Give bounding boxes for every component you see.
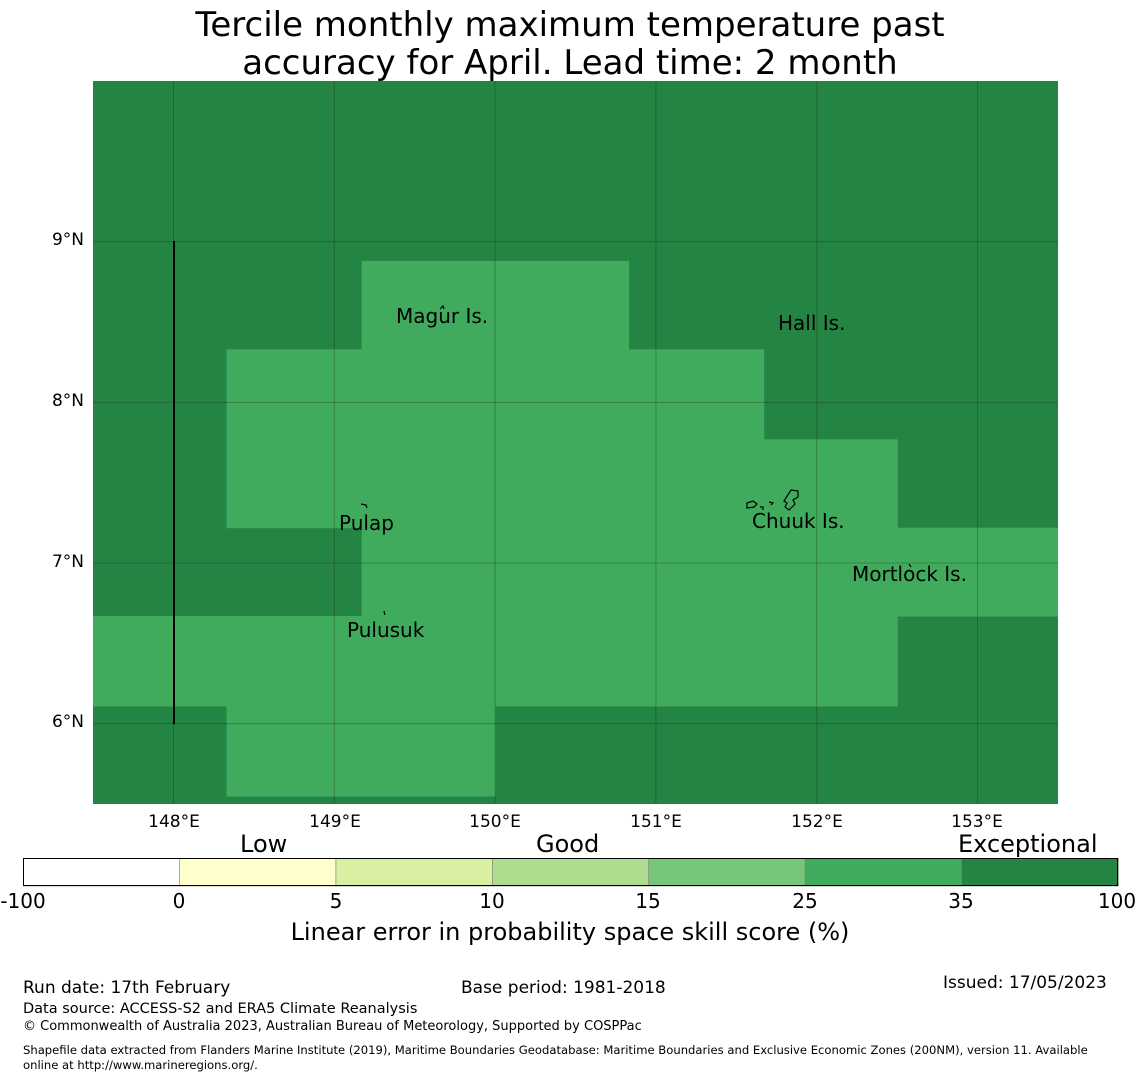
place-pulap: Pulap: [339, 511, 394, 535]
colorbar-bin-0: [23, 858, 180, 887]
colorbar-tick-100: 100: [1097, 889, 1137, 913]
skill-cell-25-35-0: [361, 260, 630, 350]
mortlock-island-outline: [908, 563, 912, 568]
skill-map: [93, 81, 1058, 804]
skill-cells: [93, 260, 1058, 797]
chuuk-lagoon-outline: [783, 489, 799, 511]
shapefile-credit-line-2: online at http://www.marineregions.org/.: [23, 1058, 258, 1072]
colorbar-tick-minus100: -100: [0, 889, 46, 913]
category-low: Low: [240, 830, 288, 858]
colorbar-tick-25: 25: [792, 889, 818, 913]
colorbar-bin-5: [804, 858, 963, 887]
shapefile-credit-line-1: Shapefile data extracted from Flanders M…: [23, 1043, 1088, 1057]
colorbar-bin-4: [648, 858, 806, 887]
colorbar-label: Linear error in probability space skill …: [290, 918, 850, 946]
colorbar-bin-3: [491, 858, 650, 887]
category-exceptional: Exceptional: [958, 830, 1098, 858]
colorbar-frame: [23, 858, 1118, 886]
skill-cell-25-35-1: [226, 349, 765, 440]
colorbar-tick-10: 10: [479, 889, 505, 913]
skill-cell-25-35-2: [226, 439, 898, 529]
magur-island-outline: [439, 304, 445, 310]
lat-tick-8n: 8°N: [51, 391, 84, 411]
chart-title: Tercile monthly maximum temperature past…: [0, 6, 1140, 82]
colorbar-tick-5: 5: [329, 889, 343, 913]
place-magur: Magur Is.: [396, 304, 489, 328]
colorbar-tick-0: 0: [172, 889, 186, 913]
lat-tick-6n: 6°N: [51, 712, 84, 732]
lon-tick-151e: 151°E: [630, 812, 682, 832]
lon-tick-150e: 150°E: [469, 812, 521, 832]
place-chuuk: Chuuk Is.: [752, 509, 845, 533]
place-hall: Hall Is.: [778, 311, 846, 335]
skill-cell-25-35-4: [93, 616, 898, 707]
colorbar-tick-35: 35: [948, 889, 974, 913]
island-outlines: [360, 304, 912, 616]
data-source: Data source: ACCESS-S2 and ERA5 Climate …: [23, 1001, 418, 1017]
place-pulusuk: Pulusuk: [347, 618, 425, 642]
skill-cell-25-35-3: [361, 527, 1058, 617]
base-period: Base period: 1981-2018: [461, 978, 666, 998]
copyright: © Commonwealth of Australia 2023, Austra…: [23, 1019, 642, 1034]
pulap-island-outline: [360, 503, 368, 509]
lon-tick-148e: 148°E: [148, 812, 200, 832]
place-mortlock: Mortlock Is.: [852, 562, 967, 586]
pulusuk-island-outline: [383, 610, 386, 616]
lon-tick-153e: 153°E: [951, 812, 1003, 832]
lon-tick-149e: 149°E: [309, 812, 361, 832]
run-date: Run date: 17th February: [23, 978, 231, 998]
colorbar: [23, 858, 1119, 887]
lat-tick-9n: 9°N: [51, 230, 84, 250]
category-good: Good: [536, 830, 600, 858]
colorbar-bins: [23, 858, 1119, 887]
colorbar-bin-6: [961, 858, 1119, 887]
colorbar-bin-1: [179, 858, 337, 887]
skill-cell-25-35-5: [226, 706, 496, 797]
colorbar-bin-2: [335, 858, 493, 887]
title-line-2: accuracy for April. Lead time: 2 month: [242, 43, 898, 83]
lat-tick-7n: 7°N: [51, 552, 84, 572]
chuuk-west-islets: [746, 500, 775, 510]
issued-date: Issued: 17/05/2023: [943, 973, 1107, 993]
colorbar-tick-15: 15: [635, 889, 661, 913]
title-line-1: Tercile monthly maximum temperature past: [195, 5, 945, 45]
lon-tick-152e: 152°E: [791, 812, 843, 832]
